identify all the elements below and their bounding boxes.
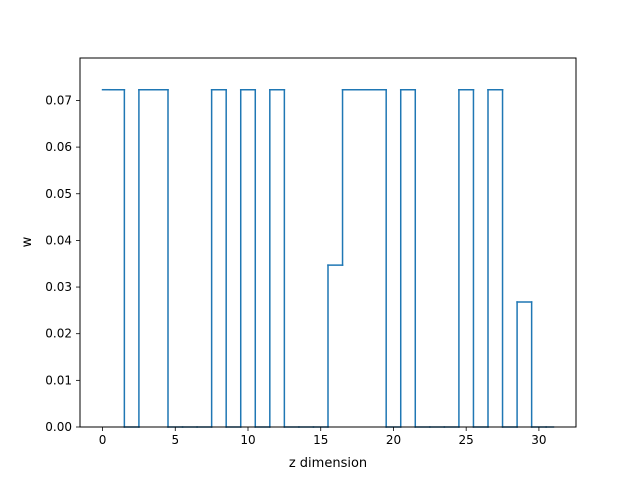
x-axis-label: z dimension	[289, 456, 367, 471]
y-tick-label: 0.00	[45, 420, 72, 434]
x-tick-label: 30	[531, 433, 546, 447]
y-tick-label: 0.04	[45, 233, 72, 247]
y-tick-label: 0.03	[45, 280, 72, 294]
x-tick-label: 25	[459, 433, 474, 447]
y-tick-label: 0.01	[45, 373, 72, 387]
y-tick-label: 0.05	[45, 187, 72, 201]
y-axis-label: w	[20, 236, 35, 247]
x-tick-label: 5	[171, 433, 179, 447]
y-tick-label: 0.02	[45, 327, 72, 341]
x-tick-label: 15	[313, 433, 328, 447]
x-tick-label: 0	[99, 433, 107, 447]
y-tick-label: 0.06	[45, 140, 72, 154]
x-tick-label: 20	[386, 433, 401, 447]
plot-area-frame	[79, 57, 577, 428]
x-tick-label: 10	[240, 433, 255, 447]
y-tick-label: 0.07	[45, 93, 72, 107]
